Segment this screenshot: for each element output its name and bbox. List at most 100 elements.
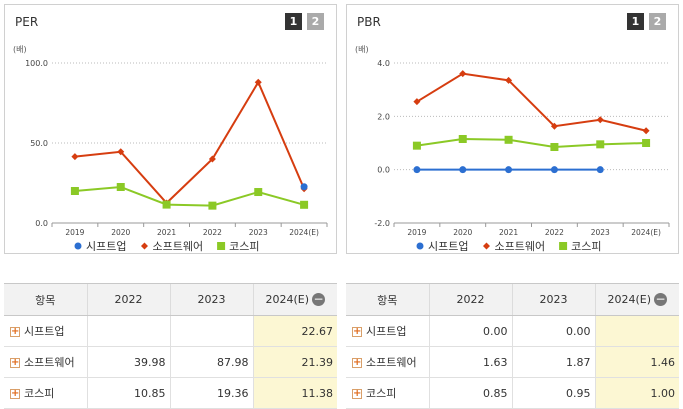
cell-2022: 0.00 xyxy=(428,315,512,347)
x-tick-label: 2023 xyxy=(249,228,268,237)
table-row: + 코스피 10.85 19.36 11.38 xyxy=(4,377,337,409)
data-point xyxy=(459,166,467,174)
expand-icon[interactable]: + xyxy=(10,326,20,337)
x-tick-label: 2021 xyxy=(157,228,176,237)
cell-2024e: 1.46 xyxy=(594,346,679,378)
legend-marker xyxy=(74,242,82,250)
x-tick-label: 2020 xyxy=(111,228,130,237)
cell-2023: 0.95 xyxy=(511,377,595,409)
y-tick-label: 0.0 xyxy=(377,166,390,175)
y-tick-label: -2.0 xyxy=(374,219,390,228)
cell-2023: 0.00 xyxy=(511,315,595,347)
table-row: + 소프트웨어 1.63 1.87 1.46 xyxy=(346,346,679,378)
data-point xyxy=(254,188,263,197)
data-point xyxy=(504,135,513,144)
header-2022: 2022 xyxy=(86,283,170,316)
page-2-button[interactable]: 2 xyxy=(649,13,666,30)
pbr-table: 항목 2022 2023 2024(E) − + 시프트업 0.00 0.00 + 소… xyxy=(346,283,679,409)
cell-2022: 1.63 xyxy=(428,346,512,378)
page-1-button[interactable]: 1 xyxy=(627,13,644,30)
legend-label: 시프트업 xyxy=(428,240,468,253)
legend-label: 코스피 xyxy=(229,240,259,253)
data-point xyxy=(70,187,79,195)
x-tick-label: 2023 xyxy=(591,228,610,237)
series-line xyxy=(416,137,647,149)
data-point xyxy=(642,139,651,147)
table-header-row: 항목 2022 2023 2024(E) − xyxy=(4,283,337,316)
data-point xyxy=(642,127,650,135)
legend-label: 소프트웨어 xyxy=(494,240,545,253)
x-tick-label: 2020 xyxy=(453,228,472,237)
cell-2022: 39.98 xyxy=(86,346,170,378)
data-point xyxy=(116,183,125,191)
legend-marker xyxy=(416,242,424,250)
header-2024e: 2024(E) − xyxy=(594,283,679,316)
cell-2022: 10.85 xyxy=(86,377,170,409)
table-row: + 소프트웨어 39.98 87.98 21.39 xyxy=(4,346,337,378)
series-line xyxy=(74,185,305,207)
data-point xyxy=(300,200,309,209)
data-point xyxy=(550,143,559,151)
data-point xyxy=(413,166,421,174)
data-point xyxy=(413,98,421,106)
data-point xyxy=(550,122,558,130)
legend-marker xyxy=(217,242,226,250)
cell-2024e: 21.39 xyxy=(252,346,337,378)
data-point xyxy=(505,76,513,84)
pbr-chart-title: PBR xyxy=(357,15,381,29)
data-point xyxy=(300,183,308,191)
legend-marker xyxy=(482,242,490,250)
legend-label: 코스피 xyxy=(571,240,601,253)
data-point xyxy=(254,78,262,86)
x-tick-label: 2022 xyxy=(203,228,222,237)
per-chart-title: PER xyxy=(15,15,39,29)
cell-2024e: 11.38 xyxy=(252,377,337,409)
per-chart-panel: PER 1 2 (배) 100.0 50.0 0.0 2019 2020 2021 2022 2… xyxy=(4,4,337,254)
x-tick-label: 2024(E) xyxy=(289,228,319,237)
data-point xyxy=(117,148,125,156)
data-point xyxy=(596,166,604,174)
cell-2022: 0.85 xyxy=(428,377,512,409)
page-2-button[interactable]: 2 xyxy=(307,13,324,30)
data-point xyxy=(412,141,421,150)
legend-label: 소프트웨어 xyxy=(152,240,203,253)
expand-icon[interactable]: + xyxy=(352,357,362,368)
expand-icon[interactable]: + xyxy=(10,357,20,368)
data-point xyxy=(208,155,216,163)
data-point xyxy=(596,140,605,149)
y-unit-label: (배) xyxy=(13,45,27,54)
header-2024e: 2024(E) − xyxy=(252,283,337,316)
series-line xyxy=(74,80,306,205)
row-label: 소프트웨어 xyxy=(24,356,75,369)
header-2023: 2023 xyxy=(169,283,253,316)
data-point xyxy=(596,116,604,124)
expand-icon[interactable]: + xyxy=(352,326,362,337)
x-tick-label: 2019 xyxy=(65,228,84,237)
y-tick-label: 4.0 xyxy=(377,59,390,68)
legend-label: 시프트업 xyxy=(86,240,126,253)
data-point xyxy=(71,153,79,161)
cell-2024e: 22.67 xyxy=(252,315,337,347)
cell-2023: 1.87 xyxy=(511,346,595,378)
x-tick-label: 2022 xyxy=(545,228,564,237)
data-point xyxy=(458,135,467,143)
collapse-icon[interactable]: − xyxy=(654,292,668,307)
legend-marker xyxy=(559,242,568,250)
page-1-button[interactable]: 1 xyxy=(285,13,302,30)
collapse-icon[interactable]: − xyxy=(312,292,326,307)
data-point xyxy=(459,70,467,78)
x-tick-label: 2019 xyxy=(407,228,426,237)
per-line-chart: (배) 100.0 50.0 0.0 2019 2020 2021 2022 2023 2024(… xyxy=(13,45,328,253)
expand-icon[interactable]: + xyxy=(10,388,20,399)
expand-icon[interactable]: + xyxy=(352,388,362,399)
y-tick-label: 100.0 xyxy=(25,59,48,68)
y-tick-label: 0.0 xyxy=(35,219,48,228)
y-tick-label: 2.0 xyxy=(377,112,390,121)
header-2023: 2023 xyxy=(511,283,595,316)
data-point xyxy=(550,166,558,174)
legend-marker xyxy=(140,242,148,250)
data-point xyxy=(208,201,217,210)
header-item: 항목 xyxy=(4,283,87,316)
data-point xyxy=(505,166,513,174)
cell-2024e: 1.00 xyxy=(594,377,679,409)
